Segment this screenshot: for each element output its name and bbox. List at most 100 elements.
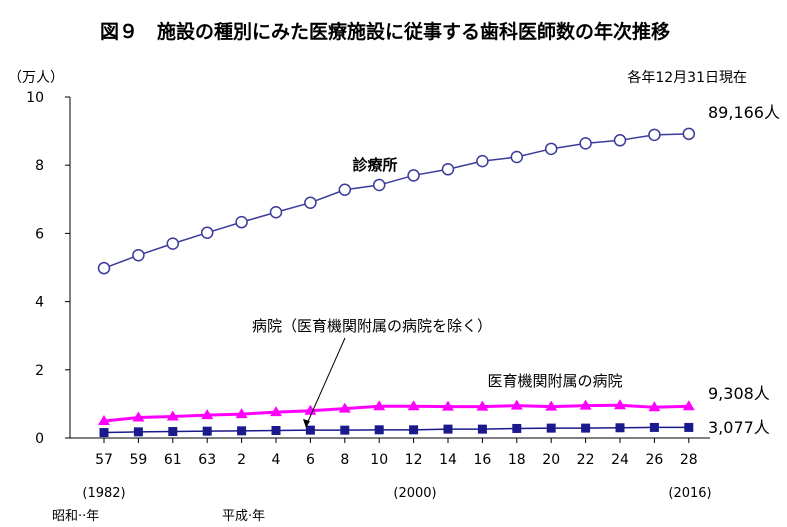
x-tick-label: 10: [370, 452, 388, 468]
data-point: [166, 237, 180, 250]
data-point: [200, 226, 214, 239]
data-point: [99, 428, 109, 438]
x-tick-label: 63: [198, 452, 216, 468]
data-point: [338, 402, 351, 413]
data-point: [235, 215, 248, 229]
data-point: [649, 422, 659, 432]
y-tick-label: 2: [35, 363, 44, 379]
era-label-heisei: 平成·年: [222, 509, 265, 524]
axes: [69, 97, 710, 439]
series-label-hospital: 病院（医育機関附属の病院を除く）: [252, 317, 492, 335]
y-tick-label: 10: [26, 90, 44, 106]
data-point: [581, 423, 591, 433]
data-point: [441, 163, 455, 176]
x-tick-label: 12: [405, 452, 423, 468]
x-tick-label: 4: [272, 452, 281, 468]
series-line-1: [103, 403, 689, 423]
data-point: [305, 425, 315, 435]
end-label-clinic: 89,166人: [708, 103, 780, 122]
x-tick-label: 22: [577, 452, 595, 468]
data-point: [545, 400, 558, 411]
data-point: [682, 400, 695, 411]
data-point: [374, 425, 384, 435]
data-point: [97, 261, 111, 275]
data-point: [166, 410, 179, 421]
series-label-clinic: 診療所: [352, 156, 397, 174]
x-tick-label: 6: [306, 452, 315, 468]
x-tick-label: 2: [237, 452, 246, 468]
year-note-1982: (1982): [82, 486, 125, 501]
y-tick-label: 8: [35, 158, 44, 174]
data-point: [544, 142, 558, 156]
chart-title: 図９ 施設の種別にみた医療施設に従事する歯科医師数の年次推移: [100, 20, 670, 43]
data-point: [304, 196, 317, 209]
data-point: [409, 425, 419, 435]
series-line-2: [103, 426, 689, 434]
x-tick-label: 61: [164, 452, 182, 468]
x-tick-label: 20: [542, 452, 560, 468]
x-tick-label: 16: [473, 452, 491, 468]
data-point: [510, 150, 524, 164]
data-point: [442, 400, 454, 411]
series-line-0: [103, 133, 689, 269]
data-point: [614, 399, 626, 410]
year-note-2000: (2000): [393, 486, 436, 501]
data-point: [443, 424, 453, 434]
data-point: [270, 406, 282, 417]
data-point: [373, 400, 386, 411]
data-point: [648, 401, 661, 412]
data-point: [512, 423, 522, 433]
data-point: [682, 127, 696, 141]
data-point: [372, 178, 386, 192]
era-label-showa: 昭和··年: [52, 509, 99, 524]
end-label-hospital: 3,077人: [708, 418, 770, 437]
data-point: [340, 425, 350, 435]
x-tick-label: 26: [645, 452, 663, 468]
series-markers: [97, 127, 696, 438]
data-point: [579, 399, 592, 410]
data-point: [615, 423, 625, 433]
callout-arrowhead: [303, 419, 310, 428]
data-point: [546, 423, 556, 433]
data-point: [237, 426, 247, 436]
data-point: [613, 134, 627, 147]
data-point: [648, 128, 661, 142]
data-point: [201, 409, 214, 420]
y-axis-unit: （万人）: [8, 70, 64, 86]
data-point: [510, 399, 523, 410]
y-tick-label: 4: [35, 295, 44, 311]
y-ticks: 0 2 4 6 8 10: [26, 90, 70, 447]
series-label-univ-hospital: 医育機関附属の病院: [487, 372, 622, 390]
x-tick-label: 24: [611, 452, 629, 468]
data-point: [133, 427, 143, 437]
data-point: [684, 422, 694, 432]
data-point: [476, 400, 489, 411]
x-tick-label: 59: [129, 452, 147, 468]
data-point: [98, 414, 110, 425]
data-point: [132, 248, 145, 262]
data-point: [579, 137, 592, 150]
date-note: 各年12月31日現在: [627, 70, 747, 86]
end-label-univ-hospital: 9,308人: [708, 384, 770, 403]
data-point: [407, 400, 420, 411]
x-ticks: 57 59 61 63 2 4 6 8 10 12 14 16 18 20 22 24 26 28: [95, 438, 698, 468]
x-tick-label: 18: [508, 452, 526, 468]
data-point: [477, 424, 487, 434]
x-tick-label: 14: [439, 452, 457, 468]
data-point: [269, 206, 283, 219]
data-point: [202, 426, 212, 436]
data-point: [168, 427, 178, 437]
callout-line: [305, 337, 346, 427]
y-tick-label: 6: [35, 226, 44, 242]
x-tick-label: 57: [95, 452, 113, 468]
data-point: [235, 408, 248, 419]
data-point: [271, 425, 281, 435]
x-tick-label: 28: [680, 452, 698, 468]
data-point: [338, 183, 352, 197]
x-tick-label: 8: [340, 452, 349, 468]
data-point: [132, 411, 145, 422]
y-tick-label: 0: [35, 431, 44, 447]
data-point: [476, 154, 489, 168]
data-point: [407, 169, 420, 182]
